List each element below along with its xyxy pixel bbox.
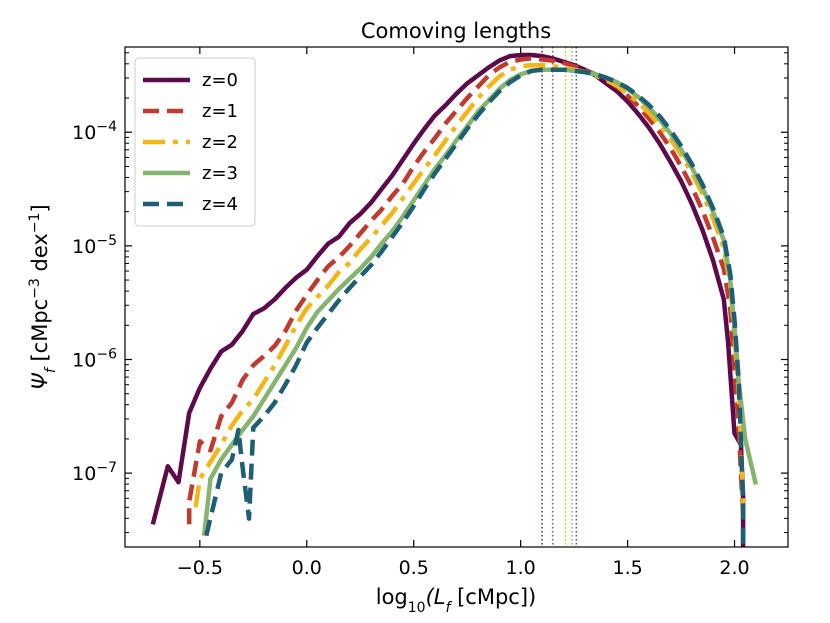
plot-frame <box>124 46 789 548</box>
x-axis-label-sub2: f <box>446 600 453 616</box>
y-tick-label: 10−7 <box>72 460 117 485</box>
y-axis-label-close: ] <box>28 204 52 212</box>
legend-label-z=3: z=3 <box>202 163 238 184</box>
x-tick-label: 0.0 <box>292 557 322 579</box>
y-axis-label-exp1: −3 <box>27 278 43 299</box>
legend-label-z=1: z=1 <box>202 101 238 122</box>
x-axis-label: log10(Lf [cMpc]) <box>376 585 536 616</box>
chart-title: Comoving lengths <box>361 19 551 43</box>
series-line-z=3 <box>201 67 759 536</box>
vline-group <box>541 47 577 547</box>
y-tick-label: 10−4 <box>72 119 117 144</box>
legend-label-z=2: z=2 <box>202 132 238 153</box>
x-tick-label: 1.0 <box>506 557 536 579</box>
x-tick-label: 2.0 <box>719 557 749 579</box>
legend-box <box>134 57 256 227</box>
series-line-z=0 <box>150 52 746 547</box>
series-line-z=4 <box>204 67 746 547</box>
series-line-z=1 <box>186 56 746 525</box>
y-axis-label-unit2: dex <box>28 233 52 278</box>
y-tick-label: 10−5 <box>72 233 117 258</box>
x-tick-label: 0.5 <box>399 557 429 579</box>
x-tick-label: −0.5 <box>177 557 223 579</box>
series-group <box>150 52 759 547</box>
x-axis-label-prefix: log <box>376 585 408 609</box>
x-tick-label: 1.5 <box>612 557 642 579</box>
x-axis-label-mid: (L <box>426 585 446 609</box>
y-axis-label: Ψf [cMpc−3 dex−1] <box>27 204 59 389</box>
legend: z=0 z=1 z=2 z=3 z=4 <box>134 57 256 227</box>
y-axis-label-main: Ψ <box>28 373 52 390</box>
legend-label-z=0: z=0 <box>202 70 238 91</box>
y-axis-label-sub: f <box>43 366 59 373</box>
y-axis-label-exp2: −1 <box>27 213 43 234</box>
y-tick-group: 10−7 10−6 10−5 10−4 <box>72 52 788 534</box>
series-line-z=2 <box>193 62 746 508</box>
x-axis-label-sub: 10 <box>408 600 426 616</box>
y-axis-label-unit1: [cMpc <box>28 299 52 368</box>
legend-label-z=4: z=4 <box>202 194 238 215</box>
x-tick-group: −0.5 0.0 0.5 1.0 1.5 2.0 <box>177 47 750 579</box>
x-axis-label-suffix: [cMpc]) <box>450 585 536 609</box>
y-tick-label: 10−6 <box>72 347 117 372</box>
